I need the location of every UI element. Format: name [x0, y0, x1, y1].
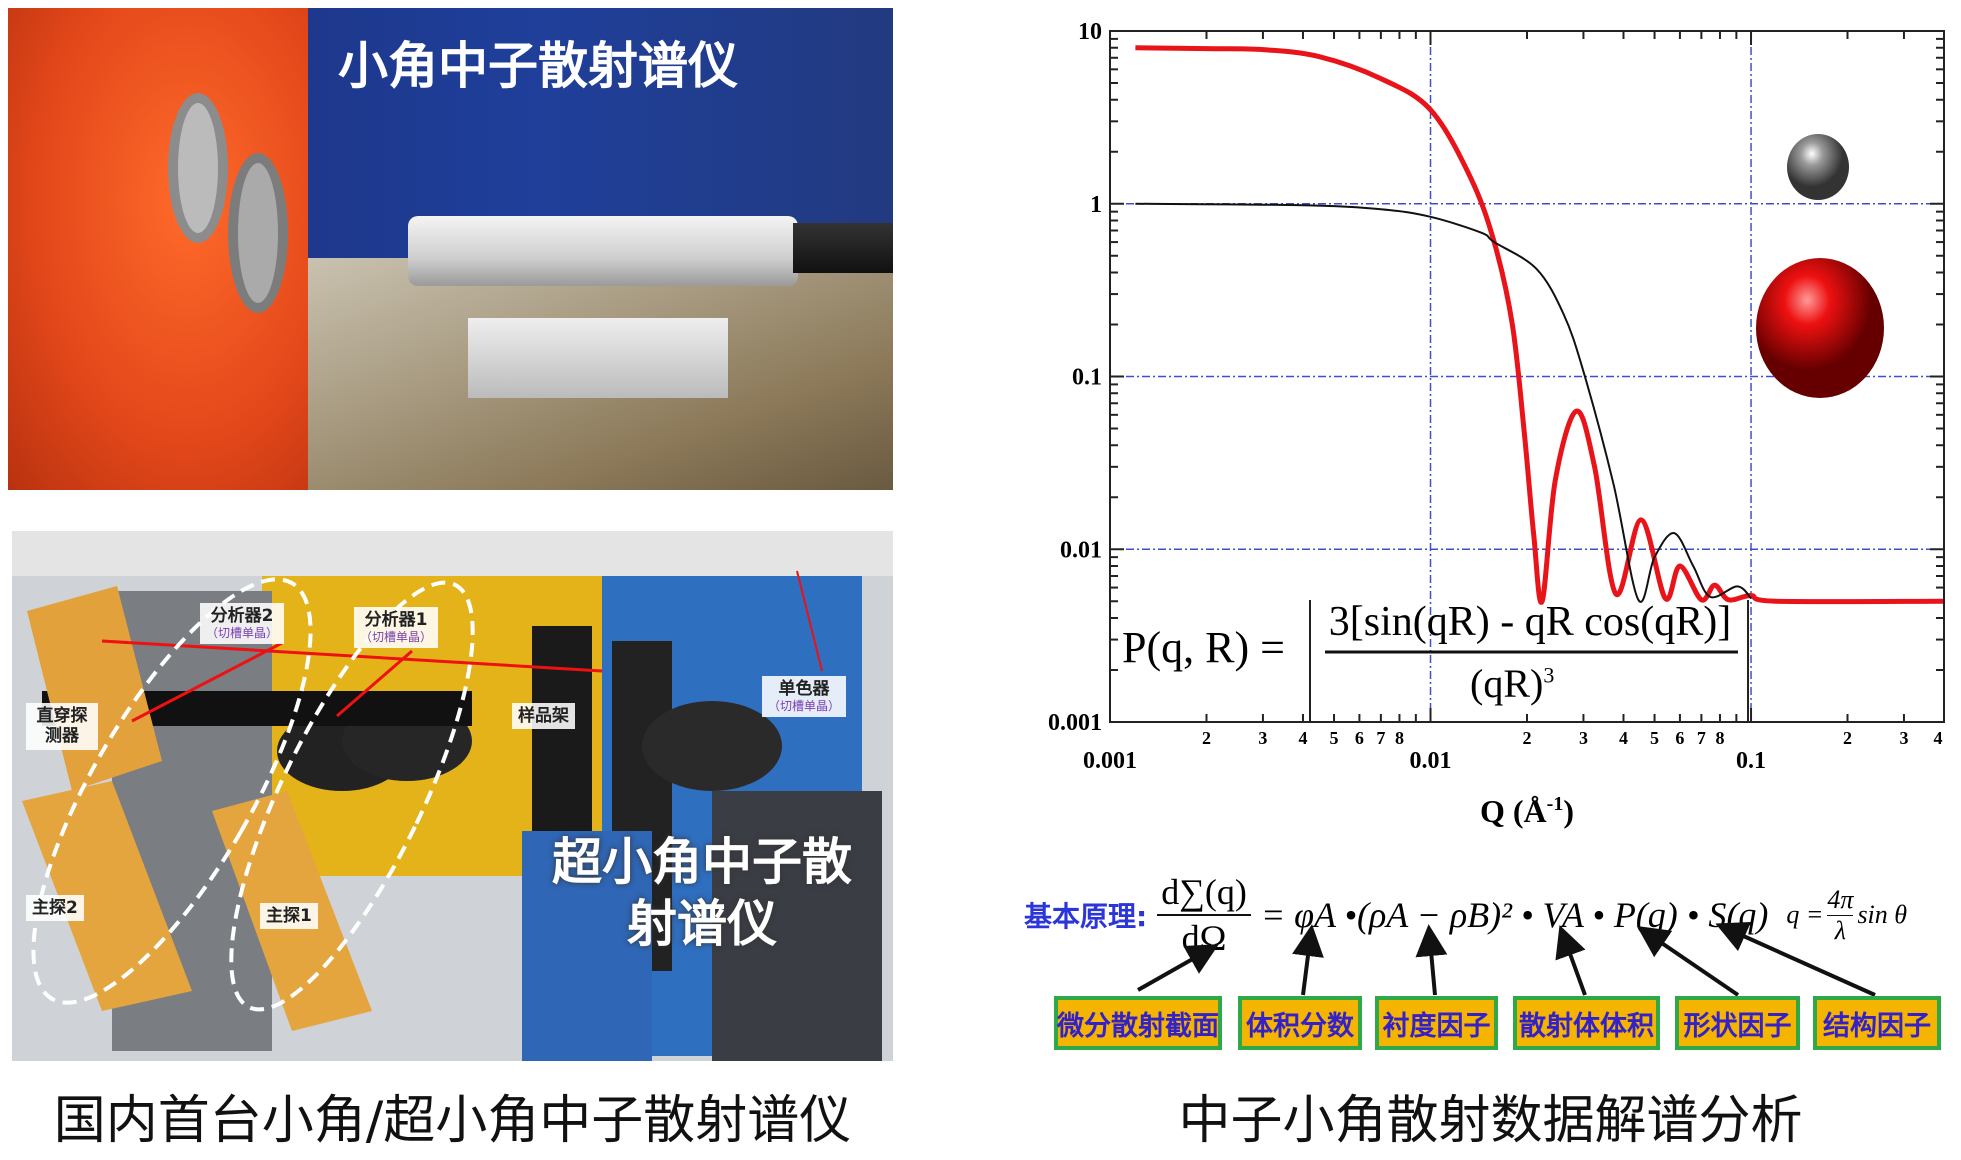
- label-main-detector-1: 主探1: [260, 903, 318, 930]
- term-scatterer-volume: 散射体体积: [1513, 996, 1660, 1050]
- x-axis-label: Q (Å-1): [1480, 793, 1574, 829]
- y-major-tick-label: 0.01: [1060, 537, 1102, 563]
- x-minor-tick-label: 4: [1934, 728, 1943, 748]
- x-minor-tick-label: 2: [1202, 728, 1211, 748]
- support: [468, 318, 728, 398]
- bottom-photo-title: 超小角中子散 射谱仪: [532, 831, 872, 955]
- term-arrows: [1137, 921, 1876, 997]
- q-def-rhs: sin θ: [1857, 900, 1908, 929]
- flange: [228, 153, 288, 313]
- x-major-tick-label: 0.1: [1736, 748, 1766, 774]
- arrow-icon: [1715, 921, 1876, 997]
- q-definition: q = 4π λ sin θ: [1786, 885, 1907, 946]
- form-factor-denominator: (qR)3: [1470, 661, 1555, 706]
- fraction-numerator: d∑(q): [1157, 870, 1251, 916]
- q-def-den: λ: [1834, 915, 1847, 945]
- term-contrast-factor: 衬度因子: [1375, 996, 1498, 1050]
- form-factor-formula-lhs: P(q, R) =: [1122, 623, 1285, 672]
- label-analyzer-1: 分析器1 （切槽单晶）: [354, 607, 439, 648]
- title-line-2: 射谱仪: [627, 895, 777, 953]
- arrow-icon: [1555, 924, 1587, 996]
- right-caption: 中子小角散射数据解谱分析: [1178, 1091, 1803, 1151]
- guide-tube: [408, 216, 798, 286]
- black-pipe: [793, 223, 893, 273]
- y-major-tick-label: 0.1: [1072, 365, 1102, 391]
- x-minor-tick-label: 8: [1715, 728, 1724, 748]
- plot-frame: [1109, 30, 1945, 723]
- flange: [168, 93, 228, 243]
- x-minor-tick-label: 7: [1697, 728, 1706, 748]
- arrow-icon: [1137, 944, 1219, 992]
- x-minor-tick-label: 6: [1675, 728, 1684, 748]
- label-monochromator: 单色器 （切槽单晶）: [762, 676, 847, 717]
- arrow-icon: [1415, 924, 1448, 996]
- x-minor-tick-label: 4: [1298, 728, 1307, 748]
- x-minor-tick-label: 7: [1376, 728, 1385, 748]
- x-minor-tick-label: 2: [1843, 728, 1852, 748]
- x-minor-tick-label: 3: [1899, 728, 1908, 748]
- label-analyzer-2: 分析器2 （切槽单晶）: [200, 603, 285, 644]
- label-sample-holder: 样品架: [512, 703, 575, 730]
- y-major-tick-label: 0.001: [1048, 710, 1102, 736]
- form-factor-chart: 2 3 4 5 6 7 8 2 3 4 5 6 7 8 2 3 40.001 0.01 0.11010.10.010…: [1048, 19, 1945, 829]
- principle-rhs: = φA •(ρA − ρB)² • VA • P(q) • S(q): [1260, 895, 1769, 935]
- q-def-fraction: 4π λ: [1827, 884, 1854, 946]
- x-minor-tick-label: 3: [1579, 728, 1588, 748]
- form-factor-numerator: 3[sin(qR) - qR cos(qR)]: [1328, 599, 1732, 645]
- term-structure-factor: 结构因子: [1813, 996, 1941, 1050]
- label-direct-detector: 直穿探测器: [26, 703, 98, 750]
- ultra-small-angle-spectrometer-photo: 分析器2 （切槽单晶） 分析器1 （切槽单晶） 直穿探测器 样品架 单色器 （切槽单晶…: [12, 531, 893, 1061]
- y-major-tick-label: 10: [1078, 19, 1102, 45]
- large-sphere-icon: [1756, 258, 1884, 398]
- principle-label: 基本原理:: [1024, 900, 1148, 933]
- x-minor-tick-label: 6: [1355, 728, 1364, 748]
- x-minor-tick-label: 2: [1523, 728, 1532, 748]
- q-def-lhs: q =: [1786, 900, 1824, 929]
- y-major-tick-label: 1: [1090, 192, 1102, 218]
- arrow-icon: [1636, 925, 1740, 997]
- small-angle-spectrometer-photo: 小角中子散射谱仪: [8, 8, 893, 490]
- x-minor-tick-label: 5: [1650, 728, 1659, 748]
- title-line-1: 超小角中子散: [552, 833, 852, 891]
- term-volume-fraction: 体积分数: [1238, 996, 1362, 1050]
- label-main-detector-2: 主探2: [26, 895, 84, 922]
- large-sphere-curve: [1135, 45, 1945, 605]
- x-minor-tick-label: 5: [1330, 728, 1339, 748]
- top-photo-title: 小角中子散射谱仪: [338, 37, 738, 95]
- x-minor-tick-label: 3: [1258, 728, 1267, 748]
- term-differential-cross-section: 微分散射截面: [1054, 996, 1222, 1050]
- arrow-icon: [1292, 924, 1324, 996]
- x-major-tick-label: 0.001: [1083, 748, 1137, 774]
- term-form-factor: 形状因子: [1675, 996, 1800, 1050]
- instrument-illustration: [12, 531, 893, 1061]
- x-minor-tick-label: 8: [1395, 728, 1404, 748]
- left-caption: 国内首台小角/超小角中子散射谱仪: [53, 1091, 852, 1151]
- q-def-num: 4π: [1827, 884, 1854, 916]
- small-sphere-icon: [1787, 134, 1849, 200]
- x-major-tick-label: 0.01: [1410, 748, 1452, 774]
- x-minor-tick-label: 4: [1619, 728, 1628, 748]
- small-sphere-curve: [1135, 202, 1752, 603]
